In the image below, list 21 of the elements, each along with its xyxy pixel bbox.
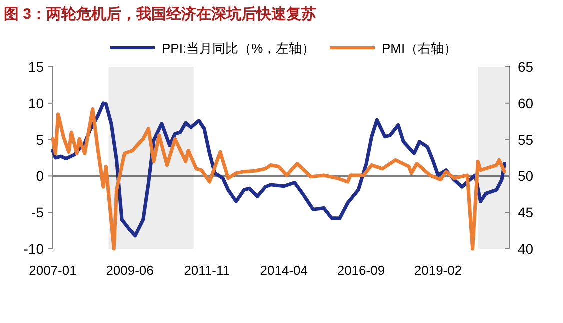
y2-tick-label: 55 xyxy=(518,132,534,148)
y2-tick-label: 60 xyxy=(518,95,534,112)
y-tick-label: -5 xyxy=(32,204,44,221)
y-tick-label: 15 xyxy=(28,59,44,75)
y-tick-label: -10 xyxy=(24,241,44,257)
legend-label: PMI（右轴） xyxy=(382,41,458,56)
x-tick-label: 2011-11 xyxy=(184,263,230,278)
x-tick-label: 2014-04 xyxy=(260,263,308,278)
y2-tick-label: 40 xyxy=(518,241,534,257)
legend-label: PPI:当月同比（%，左轴） xyxy=(162,41,316,56)
y-tick-label: 0 xyxy=(36,168,44,184)
y-tick-label: 10 xyxy=(28,95,44,112)
x-tick-label: 2009-06 xyxy=(106,263,154,278)
x-tick-label: 2007-01 xyxy=(29,263,77,278)
chart-title: 图 3：两轮危机后，我国经济在深坑后快速复苏 xyxy=(4,5,317,23)
y2-tick-label: 45 xyxy=(518,204,534,221)
y-tick-label: 5 xyxy=(36,132,44,148)
y2-tick-label: 50 xyxy=(518,168,534,184)
x-tick-label: 2016-09 xyxy=(337,263,386,278)
y2-tick-label: 65 xyxy=(518,59,534,75)
x-tick-label: 2019-02 xyxy=(414,263,462,278)
